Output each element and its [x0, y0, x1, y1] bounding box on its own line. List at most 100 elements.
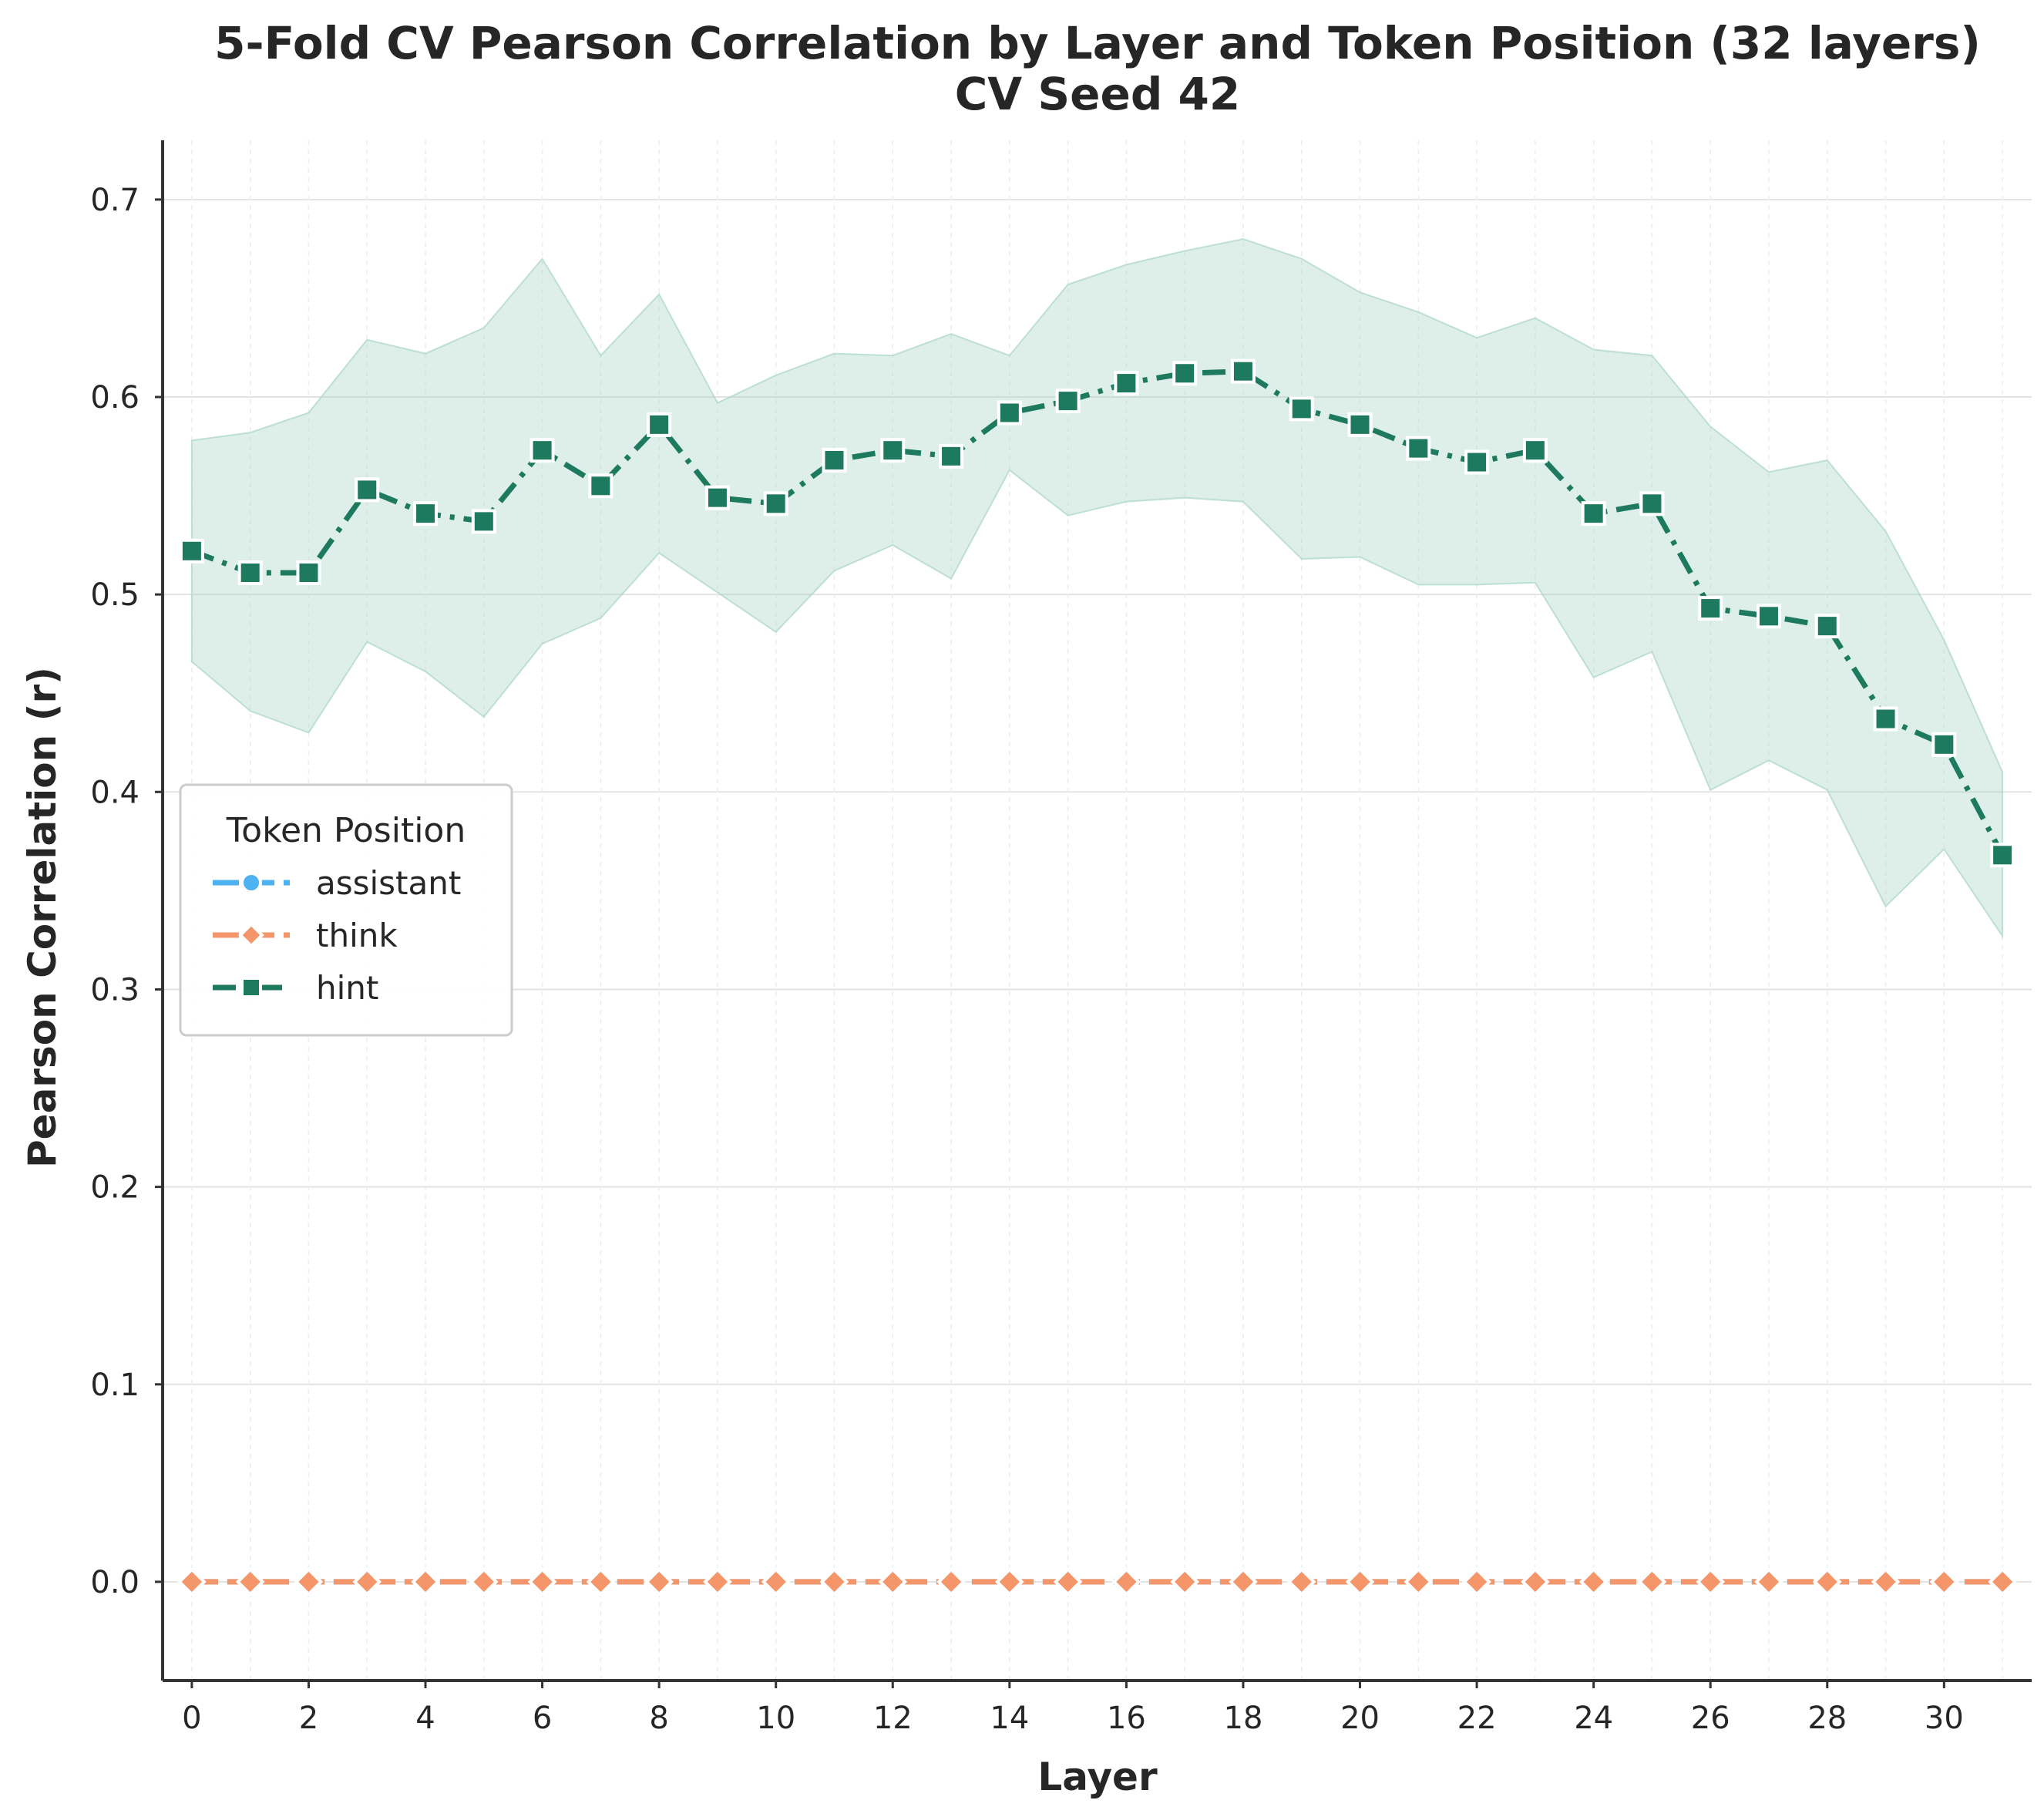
think-point: [1929, 1567, 1959, 1597]
think-point: [1696, 1567, 1726, 1597]
think-point: [1578, 1567, 1609, 1597]
legend-item-think: think: [213, 917, 398, 954]
hint-point: [355, 477, 380, 503]
think-point: [819, 1567, 849, 1597]
y-tick-label: 0.0: [90, 1565, 140, 1600]
think-point: [644, 1567, 674, 1597]
think-point: [1053, 1567, 1083, 1597]
hint-point: [237, 560, 263, 585]
think-point: [469, 1567, 499, 1597]
hint-point: [822, 447, 847, 473]
hint-point: [1522, 438, 1548, 463]
think-point: [177, 1567, 207, 1597]
hint-point: [704, 485, 730, 510]
x-tick-label: 16: [1107, 1701, 1146, 1736]
think-point: [1170, 1567, 1199, 1597]
x-tick-label: 8: [649, 1701, 668, 1736]
legend-marker-think: [238, 922, 264, 948]
hint-point: [1639, 491, 1665, 516]
x-tick-label: 6: [533, 1701, 552, 1736]
legend-label-hint: hint: [316, 969, 378, 1007]
x-tick-label: 26: [1691, 1701, 1730, 1736]
hint-point: [939, 443, 964, 469]
think-point: [1754, 1567, 1783, 1597]
x-tick-label: 14: [990, 1701, 1029, 1736]
y-tick-label: 0.4: [90, 775, 140, 810]
hint-point: [413, 501, 439, 527]
hint-point: [1406, 436, 1431, 461]
chart-subtitle: CV Seed 42: [955, 68, 1241, 120]
legend: Token Position assistant think hint: [179, 783, 513, 1037]
series-markers: [177, 358, 2017, 1597]
y-tick-label: 0.2: [90, 1170, 140, 1206]
hint-point: [1055, 389, 1081, 414]
hint-point: [763, 491, 788, 516]
hint-point: [1347, 412, 1373, 437]
confidence-bands: [190, 238, 2004, 939]
hint-point: [1581, 501, 1606, 527]
legend-marker-assistant: [240, 872, 262, 893]
y-tick-label: 0.3: [90, 972, 140, 1008]
x-axis-label: Layer: [1037, 1755, 1158, 1799]
hint-point: [880, 438, 906, 463]
think-point: [352, 1567, 382, 1597]
hint-point: [1464, 449, 1490, 475]
x-tick-label: 18: [1224, 1701, 1263, 1736]
think-point: [936, 1567, 966, 1597]
think-point: [294, 1567, 324, 1597]
x-tick-label: 24: [1574, 1701, 1613, 1736]
think-point: [1111, 1567, 1141, 1597]
hint-point: [1990, 843, 2015, 868]
think-point: [235, 1567, 265, 1597]
hint-point: [1756, 604, 1781, 629]
hint-point: [529, 438, 555, 463]
y-tick-label: 0.1: [90, 1368, 140, 1403]
hint-point: [1814, 614, 1840, 639]
hint-point: [1114, 371, 1139, 396]
x-tick-label: 10: [756, 1701, 795, 1736]
think-point: [761, 1567, 791, 1597]
x-tick-label: 0: [182, 1701, 201, 1736]
x-tick-label: 20: [1340, 1701, 1380, 1736]
hint-point: [471, 509, 496, 534]
x-tick-label: 4: [415, 1701, 435, 1736]
hint-point: [997, 400, 1022, 426]
think-point: [1229, 1567, 1258, 1597]
y-axis-label: Pearson Correlation (r): [20, 667, 65, 1168]
think-point: [1286, 1567, 1316, 1597]
legend-item-assistant: assistant: [213, 864, 461, 902]
think-point: [1812, 1567, 1842, 1597]
hint-point: [1698, 596, 1723, 621]
hint-point: [179, 538, 204, 564]
legend-title: Token Position: [226, 811, 466, 850]
x-tick-label: 30: [1925, 1701, 1964, 1736]
think-point: [1462, 1567, 1491, 1597]
y-tick-label: 0.6: [90, 380, 140, 416]
hint-point: [647, 412, 672, 437]
think-point: [527, 1567, 557, 1597]
hint-point: [1931, 732, 1957, 757]
think-point: [1871, 1567, 1901, 1597]
hint-band: [190, 238, 2004, 939]
hint-point: [1172, 361, 1198, 386]
think-point: [703, 1567, 732, 1597]
think-point: [1345, 1567, 1375, 1597]
hint-point: [588, 473, 614, 499]
hint-point: [1230, 358, 1256, 384]
think-point: [995, 1567, 1024, 1597]
x-tick-label: 22: [1457, 1701, 1497, 1736]
legend-items: assistant think hint: [213, 864, 461, 1007]
legend-marker-hint: [240, 977, 262, 998]
legend-item-hint: hint: [213, 969, 378, 1007]
think-point: [1988, 1567, 2017, 1597]
tick-labels: 0.00.10.20.30.40.50.60.70 2 4 6 8 10 12 14 16 18 2…: [90, 183, 1963, 1736]
x-tick-label: 2: [299, 1701, 318, 1736]
hint-point: [296, 560, 321, 585]
think-point: [1637, 1567, 1667, 1597]
think-point: [1521, 1567, 1550, 1597]
y-tick-label: 0.7: [90, 183, 140, 218]
hint-point: [1873, 706, 1898, 732]
x-tick-label: 12: [873, 1701, 913, 1736]
